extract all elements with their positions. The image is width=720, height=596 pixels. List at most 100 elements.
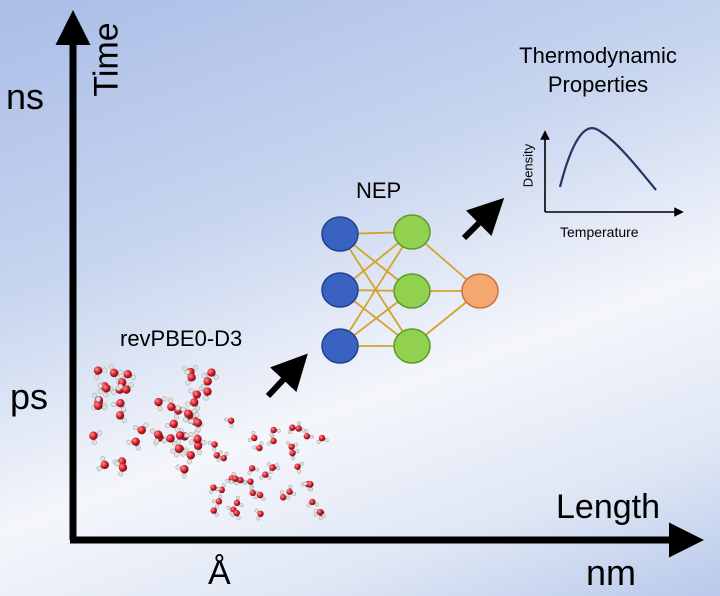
hydrogen-atom — [195, 405, 201, 411]
hidden-node — [393, 273, 431, 309]
hydrogen-atom — [218, 450, 223, 455]
hydrogen-atom — [180, 406, 186, 412]
hydrogen-atom — [218, 494, 223, 499]
input-node — [321, 216, 359, 252]
hydrogen-atom — [316, 439, 321, 444]
hydrogen-atom — [181, 473, 187, 479]
hydrogen-atom — [221, 483, 226, 488]
oxygen-atom — [93, 366, 103, 375]
hydrogen-atom — [201, 439, 207, 446]
oxygen-atom — [192, 390, 202, 399]
hydrogen-atom — [286, 495, 291, 500]
water-cluster-small — [207, 417, 329, 521]
hydrogen-atom — [214, 512, 219, 517]
hydrogen-atom — [314, 502, 319, 507]
oxygen-atom — [193, 441, 203, 450]
hydrogen-atom — [108, 364, 115, 370]
hydrogen-atom — [188, 439, 195, 445]
hydrogen-atom — [111, 401, 117, 408]
oxygen-atom — [251, 434, 258, 442]
hydrogen-atom — [287, 430, 292, 435]
oxygen-atom — [269, 464, 276, 471]
hydrogen-atom — [97, 389, 104, 395]
hydrogen-atom — [186, 459, 192, 465]
hydrogen-atom — [100, 455, 106, 462]
hydrogen-atom — [174, 452, 180, 458]
hydrogen-atom — [269, 432, 274, 437]
hydrogen-atom — [292, 491, 297, 496]
hydrogen-atom — [143, 422, 149, 428]
oxygen-atom — [123, 370, 132, 379]
hydrogen-atom — [103, 392, 109, 398]
oxygen-atom — [210, 507, 217, 514]
hydrogen-atom — [318, 515, 323, 520]
hydrogen-atom — [175, 405, 181, 411]
hydrogen-atom — [213, 374, 219, 380]
hydrogen-atom — [261, 496, 266, 501]
oxygen-atom — [270, 426, 277, 434]
hydrogen-atom — [118, 471, 124, 477]
y-axis-title: Time — [87, 22, 126, 97]
oxygen-atom — [118, 463, 128, 472]
hydrogen-atom — [229, 479, 234, 484]
hydrogen-atom — [291, 456, 296, 461]
hydrogen-atom — [91, 392, 98, 398]
hydrogen-atom — [97, 430, 103, 436]
oxygen-atom — [203, 387, 212, 396]
hydrogen-atom — [299, 461, 304, 466]
hydrogen-atom — [94, 374, 100, 380]
oxygen-atom — [153, 430, 163, 439]
hydrogen-atom — [95, 396, 101, 402]
arrow-to-properties — [461, 197, 505, 241]
oxygen-atom — [248, 465, 256, 472]
hydrogen-atom — [321, 513, 326, 518]
hydrogen-atom — [192, 365, 198, 371]
oxygen-atom — [257, 510, 264, 517]
oxygen-atom — [309, 498, 316, 506]
oxygen-atom — [175, 431, 185, 440]
hydrogen-atom — [191, 408, 197, 414]
hydrogen-atom — [161, 438, 167, 444]
hydrogen-atom — [214, 504, 219, 509]
hydrogen-atom — [128, 382, 134, 388]
x-axis-left-label: Å — [208, 554, 231, 592]
hydrogen-atom — [276, 428, 281, 433]
oxygen-atom — [316, 508, 324, 516]
hydrogen-atom — [184, 369, 190, 375]
hydrogen-atom — [161, 396, 167, 402]
method-label: revPBE0-D3 — [120, 326, 243, 351]
oxygen-atom — [279, 494, 287, 501]
oxygen-atom — [220, 454, 227, 462]
hydrogen-atom — [297, 469, 302, 474]
oxygen-atom — [215, 498, 223, 505]
oxygen-atom — [210, 484, 217, 491]
water-cluster-large — [89, 364, 219, 479]
hydrogen-atom — [255, 467, 260, 472]
hydrogen-atom — [97, 383, 103, 389]
oxygen-atom — [174, 444, 184, 453]
hydrogen-atom — [224, 417, 229, 422]
oxygen-atom — [122, 385, 131, 394]
hydrogen-atom — [184, 432, 190, 438]
hydrogen-atom — [194, 412, 200, 418]
hydrogen-atom — [131, 374, 137, 380]
y-axis-top-label: ns — [6, 76, 45, 117]
hydrogen-atom — [256, 516, 261, 521]
oxygen-atom — [115, 411, 125, 420]
oxygen-atom — [295, 425, 302, 432]
oxygen-atom — [227, 417, 235, 424]
hydrogen-atom — [188, 431, 194, 438]
hydrogen-atom — [121, 417, 128, 423]
mini-x-label: Temperature — [560, 224, 639, 240]
hydrogen-atom — [306, 503, 311, 508]
input-node — [321, 272, 359, 308]
hydrogen-atom — [259, 441, 264, 446]
hydrogen-atom — [229, 423, 234, 428]
hydrogen-atom — [120, 406, 127, 412]
oxygen-atom — [233, 499, 241, 507]
oxygen-atom — [256, 491, 264, 499]
oxygen-atom — [303, 432, 311, 440]
hydrogen-atom — [203, 395, 209, 401]
hydrogen-atom — [164, 423, 170, 429]
hydrogen-atom — [175, 439, 181, 445]
